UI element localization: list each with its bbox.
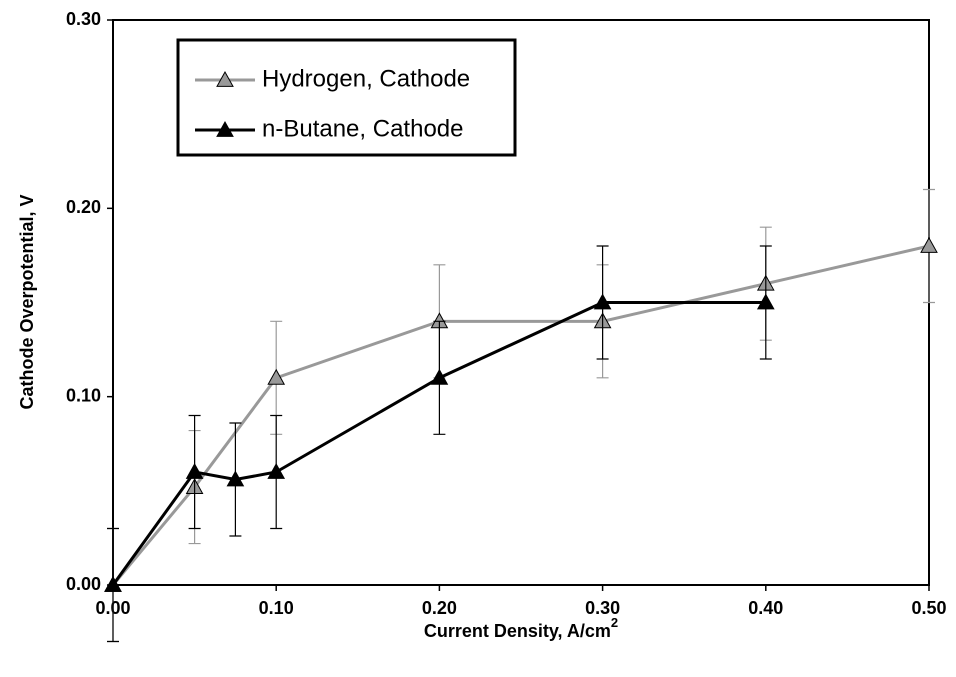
marker bbox=[430, 368, 449, 385]
marker bbox=[226, 470, 245, 487]
x-tick-label: 0.10 bbox=[259, 598, 294, 618]
y-tick-label: 0.20 bbox=[66, 197, 101, 217]
x-tick-label: 0.50 bbox=[911, 598, 946, 618]
x-axis-title-superscript: 2 bbox=[611, 615, 618, 630]
marker bbox=[104, 575, 122, 592]
x-tick-label: 0.20 bbox=[422, 598, 457, 618]
marker bbox=[593, 293, 612, 310]
legend-label: Hydrogen, Cathode bbox=[262, 65, 470, 92]
marker bbox=[267, 368, 286, 385]
legend-label: n-Butane, Cathode bbox=[262, 115, 463, 142]
marker bbox=[267, 462, 286, 479]
x-tick-label: 0.30 bbox=[585, 598, 620, 618]
legend-swatch-marker bbox=[216, 120, 234, 137]
y-tick-label: 0.10 bbox=[66, 385, 101, 405]
x-axis-title-text: Current Density, A/cm bbox=[424, 621, 611, 641]
marker bbox=[756, 293, 775, 310]
y-tick-label: 0.00 bbox=[66, 574, 101, 594]
marker bbox=[920, 236, 938, 253]
y-axis-title: Cathode Overpotential, V bbox=[17, 194, 37, 409]
legend-swatch-marker bbox=[216, 70, 234, 87]
y-tick-label: 0.30 bbox=[66, 9, 101, 29]
x-tick-label: 0.40 bbox=[748, 598, 783, 618]
x-axis-title: Current Density, A/cm2 bbox=[424, 615, 618, 640]
legend-box bbox=[176, 38, 517, 157]
marker bbox=[185, 462, 204, 479]
